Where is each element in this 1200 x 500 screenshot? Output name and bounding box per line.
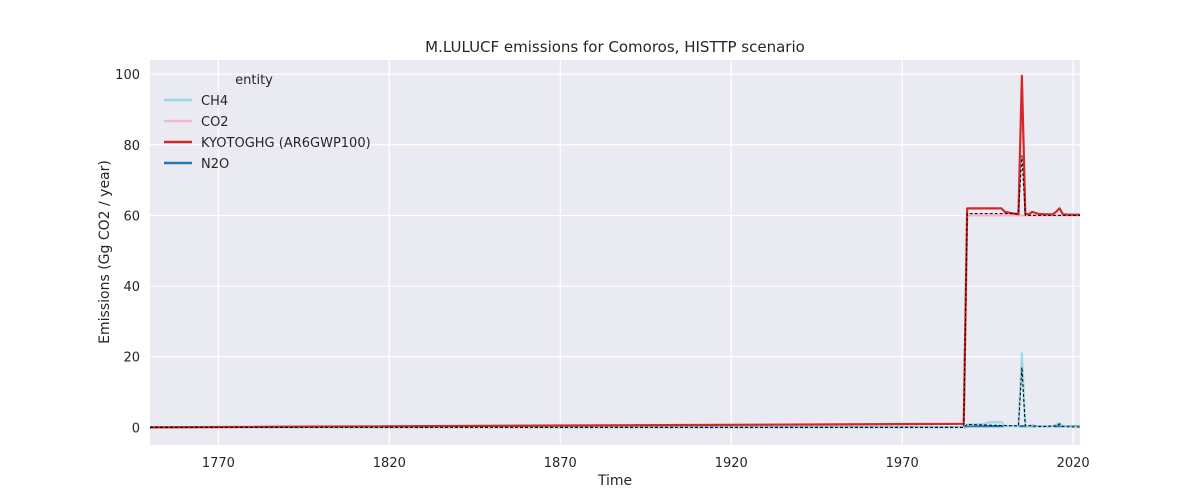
- legend: entity CH4 CO2 KYOTOGHG (AR6GWP100) N2O: [164, 73, 371, 172]
- plot-background: [150, 60, 1080, 445]
- y-tick-label: 20: [123, 351, 140, 366]
- y-tick-label: 80: [123, 139, 140, 154]
- chart-title: M.LULUCF emissions for Comoros, HISTTP s…: [425, 38, 805, 56]
- legend-entry: KYOTOGHG (AR6GWP100): [201, 136, 371, 151]
- y-axis-label: Emissions (Gg CO2 / year): [97, 160, 113, 344]
- y-tick-label: 0: [132, 421, 140, 436]
- legend-title: entity: [235, 73, 273, 88]
- reference-dashed-line-1: [150, 155, 1080, 428]
- legend-entry: N2O: [201, 157, 229, 172]
- x-tick-label: 1920: [715, 456, 748, 471]
- ticks: 1770 1820 1870 1920 1970 2020 0 20 40 60 80 100: [115, 68, 1090, 471]
- x-tick-label: 1770: [202, 456, 235, 471]
- x-tick-label: 1820: [373, 456, 406, 471]
- x-tick-label: 2020: [1057, 456, 1090, 471]
- x-axis-label: Time: [597, 473, 632, 489]
- x-tick-label: 1870: [544, 456, 577, 471]
- reference-dashed-line-2: [150, 367, 1081, 428]
- legend-entry: CH4: [201, 94, 228, 109]
- y-tick-label: 40: [123, 280, 140, 295]
- series-line-kyotoghg-ar6gwp100: [149, 74, 1080, 429]
- series-layer: [149, 74, 1081, 429]
- y-tick-label: 100: [115, 68, 140, 83]
- x-tick-label: 1970: [886, 456, 919, 471]
- legend-entry: CO2: [201, 115, 229, 130]
- y-tick-label: 60: [123, 209, 140, 224]
